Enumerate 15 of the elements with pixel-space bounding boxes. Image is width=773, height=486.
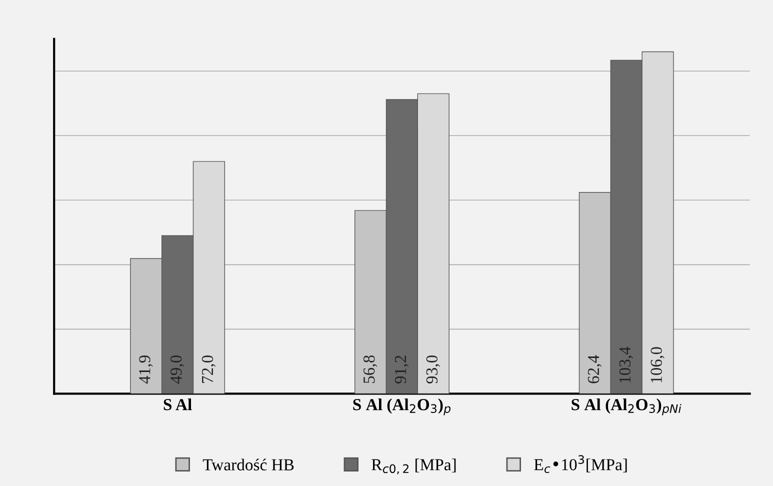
data-label: 91,2	[394, 356, 409, 384]
data-label: 49,0	[170, 355, 184, 384]
data-label: 56,8	[363, 355, 378, 384]
legend-label: Twardość HB	[202, 458, 294, 470]
data-label: 62,4	[588, 355, 602, 384]
x-tick-label: S Al (Al$_{2}$O$_{3}$)$_{p}$	[353, 398, 450, 416]
legend-label: R$_{c0,2}$ [MPa]	[372, 458, 456, 474]
data-label: 72,0	[202, 355, 216, 383]
legend-label: E$_{c}$•10$^{3}$[MPa]	[534, 455, 627, 474]
x-tick-label: S Al (Al$_{2}$O$_{3}$)$_{pNi}$	[572, 398, 682, 416]
data-label: 106,0	[650, 347, 664, 383]
data-label: 93,0	[426, 355, 440, 384]
data-label: 103,4	[619, 346, 633, 383]
x-tick-label: S Al	[164, 398, 192, 410]
data-label: 41,9	[139, 356, 153, 384]
